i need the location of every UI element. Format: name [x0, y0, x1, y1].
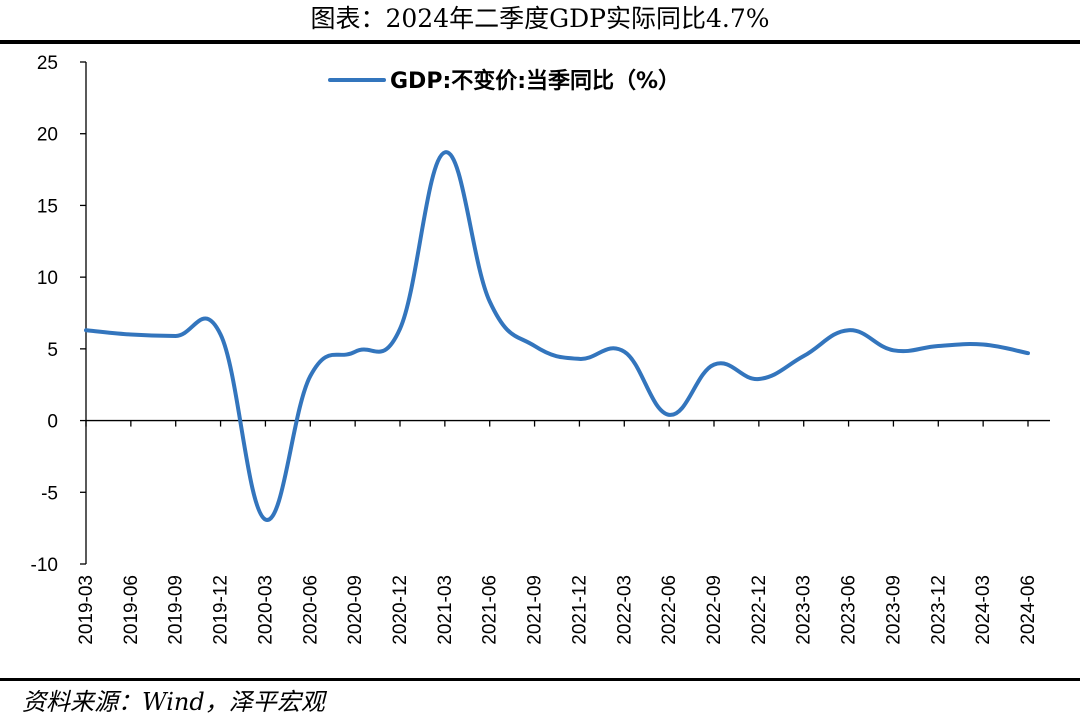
x-tick-label: 2020-12 — [390, 575, 411, 645]
top-rule — [0, 40, 1080, 44]
legend-label: GDP:不变价:当季同比（%） — [390, 68, 680, 94]
series-line — [84, 150, 1030, 522]
x-tick-label: 2019-12 — [211, 575, 232, 645]
source-note: 资料来源：Wind，泽平宏观 — [22, 688, 325, 716]
legend: GDP:不变价:当季同比（%） — [328, 68, 680, 94]
y-tick-label: 25 — [37, 53, 58, 74]
x-ticks: 2019-03 2019-06 2019-09 2019-12 2020-03 2020-… — [76, 420, 1039, 645]
y-tick-label: 5 — [47, 340, 58, 361]
y-tick-label: -10 — [31, 555, 58, 576]
y-tick-label: 15 — [37, 196, 58, 217]
x-tick-label: 2019-03 — [76, 575, 97, 645]
x-tick-label: 2021-03 — [435, 575, 456, 645]
chart-title: 图表：2024年二季度GDP实际同比4.7% — [310, 4, 770, 33]
x-tick-label: 2024-06 — [1018, 575, 1039, 645]
series-layer — [84, 150, 1030, 522]
y-ticks: 25 20 15 10 5 0 -5 -10 — [31, 53, 86, 576]
bottom-rule — [0, 678, 1080, 681]
y-tick-label: -5 — [41, 483, 58, 504]
x-tick-label: 2021-09 — [525, 575, 546, 645]
x-tick-label: 2020-09 — [345, 575, 366, 645]
x-tick-label: 2021-06 — [480, 575, 501, 645]
x-tick-label: 2023-09 — [883, 575, 904, 645]
y-tick-label: 0 — [47, 412, 58, 433]
x-tick-label: 2023-12 — [928, 575, 949, 645]
x-tick-label: 2020-06 — [300, 575, 321, 645]
x-tick-label: 2022-12 — [749, 575, 770, 645]
x-tick-label: 2023-06 — [839, 575, 860, 645]
y-tick-label: 20 — [37, 125, 58, 146]
y-tick-label: 10 — [37, 268, 58, 289]
x-tick-label: 2021-12 — [569, 575, 590, 645]
x-tick-label: 2022-09 — [704, 575, 725, 645]
x-tick-label: 2019-09 — [166, 575, 187, 645]
x-tick-label: 2024-03 — [973, 575, 994, 645]
y-axis: 25 20 15 10 5 0 -5 -10 — [31, 53, 87, 576]
x-tick-label: 2023-03 — [794, 575, 815, 645]
x-tick-label: 2020-03 — [255, 575, 276, 645]
x-tick-label: 2022-06 — [659, 575, 680, 645]
x-axis: 2019-03 2019-06 2019-09 2019-12 2020-03 2020-… — [76, 419, 1050, 645]
x-tick-label: 2022-03 — [614, 575, 635, 645]
x-tick-label: 2019-06 — [121, 575, 142, 645]
